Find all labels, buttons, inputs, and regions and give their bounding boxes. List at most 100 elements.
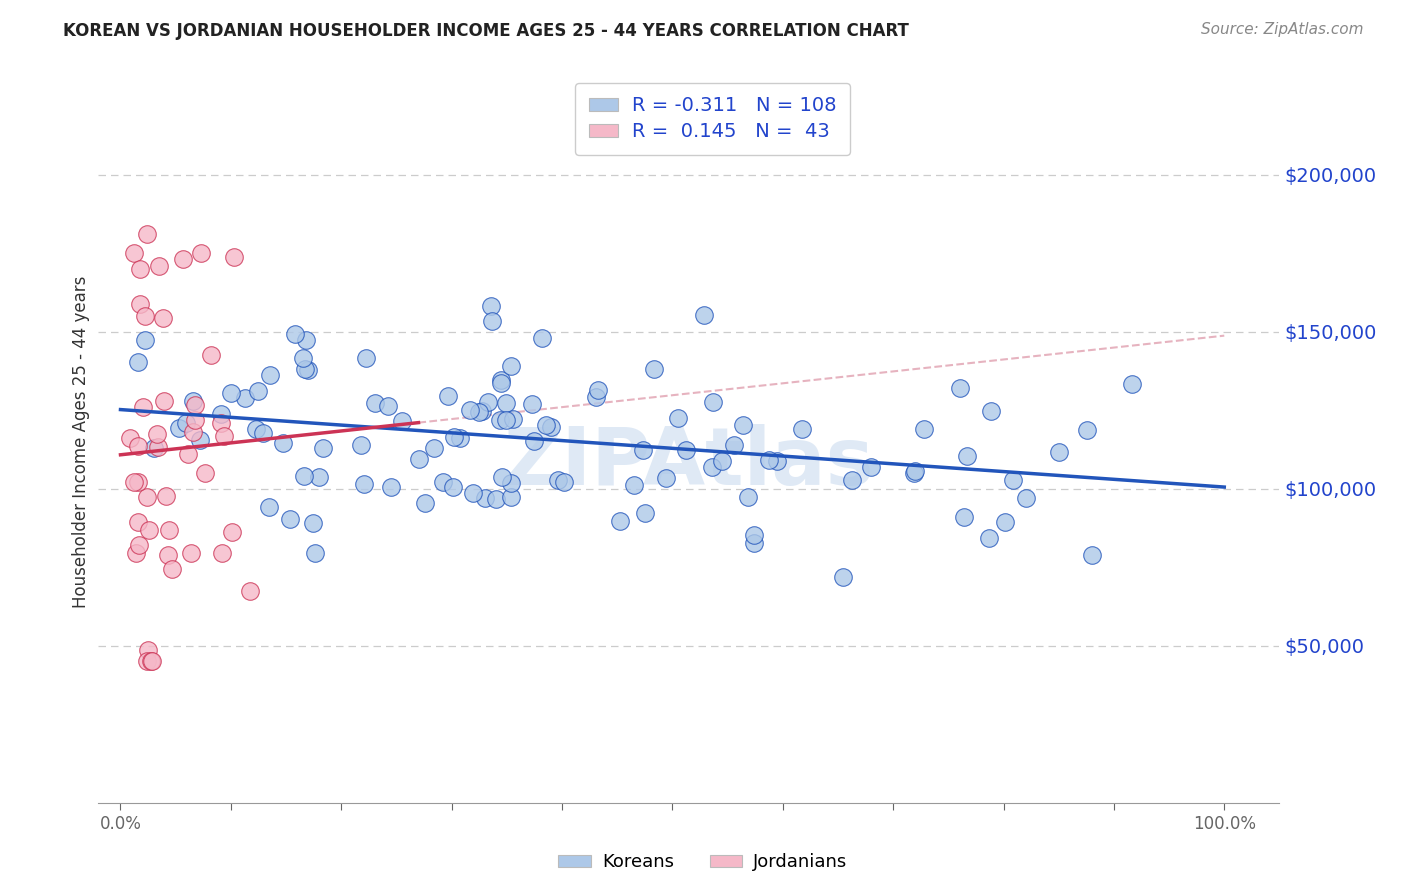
Point [181,394,204,409]
Point [127,475,149,489]
Point [172,252,194,266]
Point [666,410,689,425]
Point [174,416,197,430]
Point [979,531,1001,545]
Point [437,389,460,403]
Point [956,450,979,464]
Point [122,246,145,260]
Point [477,394,499,409]
Point [211,546,233,560]
Point [501,490,523,504]
Point [160,562,183,576]
Point [468,405,491,419]
Point [127,355,149,369]
Point [832,570,855,584]
Point [523,434,546,448]
Point [471,404,494,418]
Point [520,397,543,411]
Point [297,363,319,377]
Point [118,431,141,445]
Point [1076,423,1098,437]
Point [841,473,863,487]
Point [233,392,256,406]
Point [304,546,326,560]
Point [790,422,813,436]
Point [122,475,145,489]
Point [953,509,976,524]
Point [723,438,745,452]
Point [643,362,665,376]
Point [353,477,375,491]
Point [183,413,205,427]
Point [711,454,734,468]
Point [993,515,1015,529]
Point [441,479,464,493]
Point [152,311,174,326]
Point [449,431,471,445]
Point [495,413,517,427]
Point [152,393,174,408]
Point [675,442,697,457]
Point [1080,548,1102,562]
Point [693,308,716,322]
Point [737,490,759,504]
Point [702,460,724,475]
Point [540,420,562,434]
Point [502,411,524,425]
Point [148,259,170,273]
Text: KOREAN VS JORDANIAN HOUSEHOLDER INCOME AGES 25 - 44 YEARS CORRELATION CHART: KOREAN VS JORDANIAN HOUSEHOLDER INCOME A… [63,22,910,40]
Point [744,536,766,550]
Point [655,471,678,485]
Point [904,464,927,478]
Point [765,453,787,467]
Legend: Koreans, Jordanians: Koreans, Jordanians [551,847,855,879]
Point [247,384,270,399]
Point [413,496,436,510]
Point [380,479,402,493]
Point [479,299,502,313]
Point [499,359,522,374]
Point [209,407,232,421]
Point [176,447,198,461]
Legend: R = -0.311   N = 108, R =  0.145   N =  43: R = -0.311 N = 108, R = 0.145 N = 43 [575,83,849,155]
Point [273,435,295,450]
Point [463,486,485,500]
Point [432,475,454,489]
Point [134,309,156,323]
Point [860,459,883,474]
Point [530,331,553,345]
Point [139,655,162,669]
Point [1002,474,1025,488]
Point [484,491,506,506]
Point [292,351,315,365]
Point [132,401,155,415]
Point [586,383,609,397]
Point [259,368,281,383]
Point [156,549,179,563]
Point [631,442,654,457]
Point [408,451,430,466]
Point [239,583,262,598]
Point [350,438,373,452]
Point [257,500,280,514]
Point [138,523,160,537]
Point [180,546,202,560]
Point [138,642,160,657]
Point [903,466,925,480]
Point [744,528,766,542]
Point [294,361,316,376]
Point [194,466,217,480]
Point [221,525,243,540]
Point [423,441,446,455]
Point [141,655,163,669]
Point [292,469,315,483]
Point [127,515,149,529]
Point [142,441,165,455]
Point [1121,376,1143,391]
Point [128,538,150,552]
Point [219,386,242,401]
Point [222,250,245,264]
Point [356,351,378,366]
Point [214,429,236,443]
Point [609,514,631,528]
